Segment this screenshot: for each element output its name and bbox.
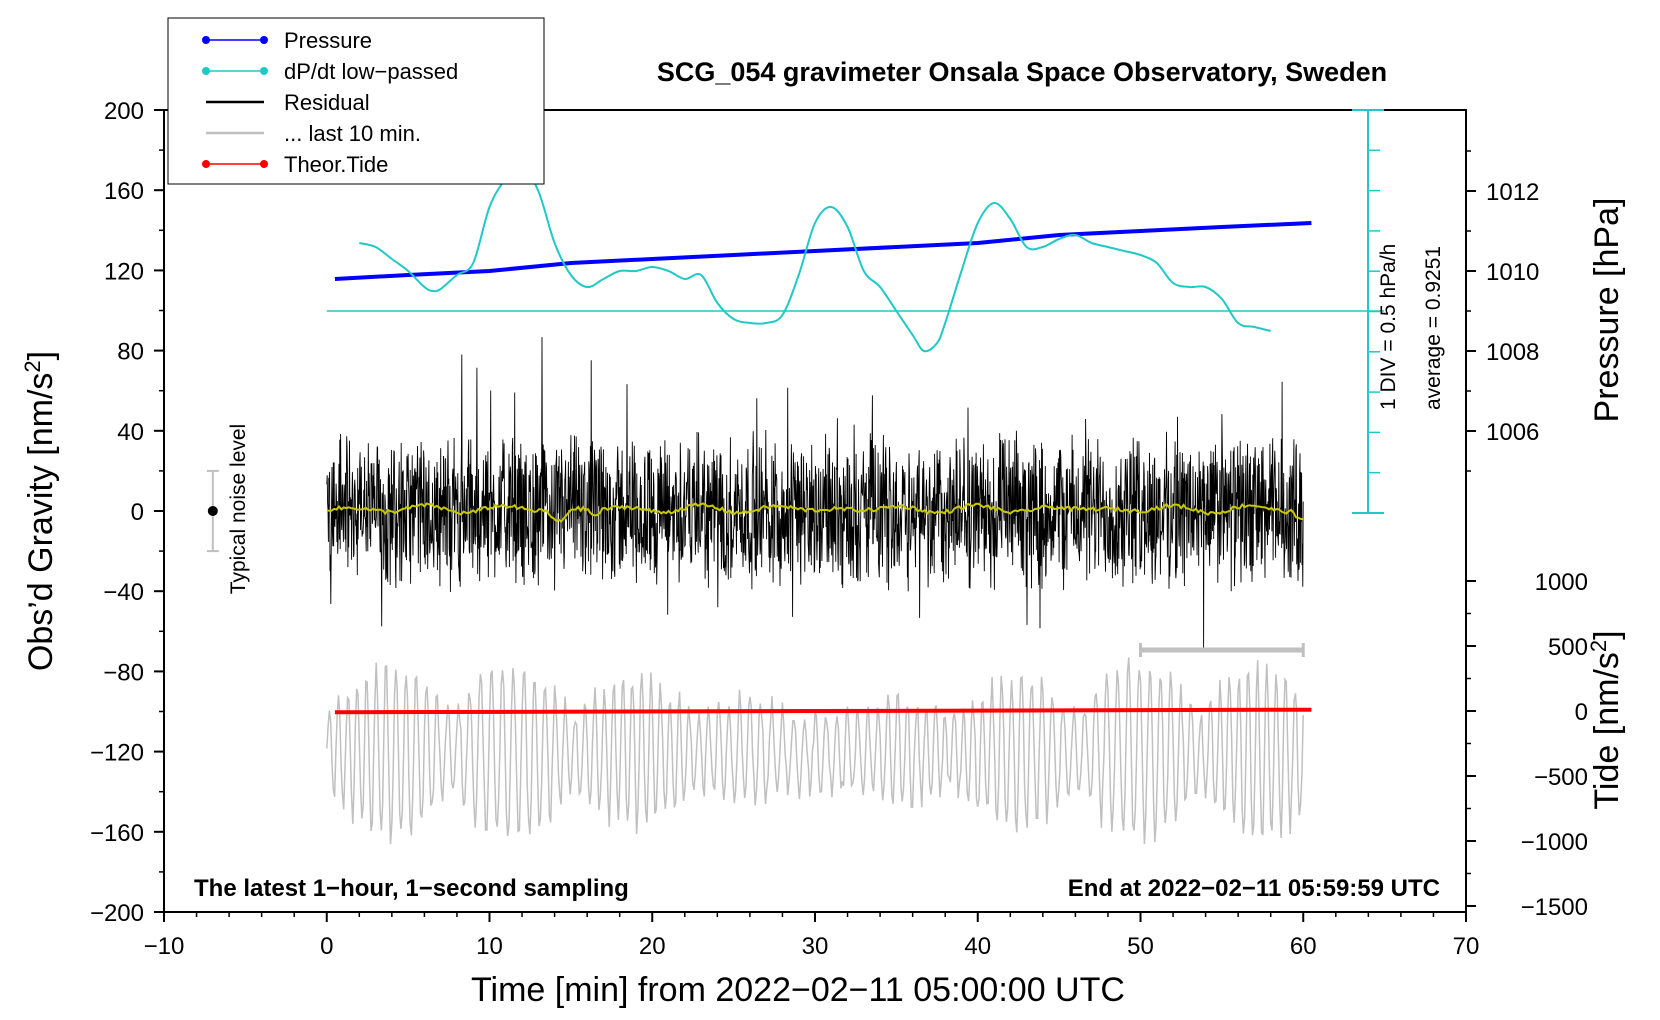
x-tick-label: 50: [1127, 933, 1154, 960]
x-tick-label: 0: [320, 933, 333, 960]
noise-level-label: Typical noise level: [227, 424, 250, 594]
series-layer: [206, 165, 1312, 845]
legend: Pressure dP/dt low−passed Residual ... last…: [167, 17, 545, 185]
legend-marker: [260, 36, 268, 44]
y-tick-label: 160: [104, 178, 144, 205]
legend-label: Pressure: [284, 28, 372, 53]
y-tick-label: 0: [131, 499, 144, 526]
legend-label: ... last 10 min.: [284, 121, 421, 146]
y-tick-label: 80: [117, 339, 144, 366]
tide-tick-label: 1000: [1535, 569, 1588, 596]
x-tick-label: 40: [964, 933, 991, 960]
x-tick-label: 10: [476, 933, 503, 960]
y-tick-label: −160: [90, 820, 144, 847]
y-axis-title-tide: Tide [nm/s2]: [1586, 630, 1626, 809]
legend-marker: [260, 67, 268, 75]
x-tick-label: −10: [144, 933, 185, 960]
noise-level-point: [207, 506, 218, 516]
x-tick-label: 30: [802, 933, 829, 960]
y-axis-title-gravity: Obs’d Gravity [nm/s2]: [20, 351, 60, 671]
y-tick-label: 40: [117, 419, 144, 446]
x-axis-title: Time [min] from 2022−02−11 05:00:00 UTC: [471, 971, 1125, 1009]
y-tick-label: 200: [104, 98, 144, 125]
chart-title: SCG_054 gravimeter Onsala Space Observat…: [657, 57, 1387, 87]
y-axis-title-pressure: Pressure [hPa]: [1588, 198, 1626, 423]
axis-ticks: −10 0 10 20 30 40 50 60 70 −200 −160 −120 −80 −40 0 40 8…: [90, 98, 1479, 960]
annotation-latest-hour: The latest 1−hour, 1−second sampling: [194, 875, 629, 902]
tide-tick-label: −500: [1534, 764, 1588, 791]
x-tick-label: 20: [639, 933, 666, 960]
pressure-tick-label: 1012: [1486, 179, 1539, 206]
annotation-end-time: End at 2022−02−11 05:59:59 UTC: [1068, 875, 1440, 902]
series-pressure: [334, 221, 1312, 281]
series-residual: [326, 337, 1304, 648]
y-tick-label: −120: [90, 740, 144, 767]
x-tick-label: 60: [1290, 933, 1317, 960]
legend-label: Residual: [284, 90, 370, 115]
right-axes: 1006 1008 1010 1012 −1500 −1000 −500 0 500 1000: [1466, 150, 1588, 921]
pressure-tick-label: 1006: [1486, 419, 1539, 446]
legend-marker: [202, 36, 210, 44]
x-tick-label: 70: [1453, 933, 1480, 960]
series-last-10-min: [326, 657, 1304, 845]
series-theor-tide: [334, 707, 1312, 715]
tide-tick-label: −1000: [1521, 829, 1588, 856]
legend-label: Theor.Tide: [284, 152, 388, 177]
y-tick-label: 120: [104, 258, 144, 285]
y-tick-label: −40: [103, 579, 144, 606]
legend-label: dP/dt low−passed: [284, 59, 458, 84]
y-tick-label: −200: [90, 900, 144, 927]
pressure-tick-label: 1008: [1486, 339, 1539, 366]
legend-marker: [202, 67, 210, 75]
dpdt-div-label: 1 DIV = 0.5 hPa/h: [1377, 244, 1400, 410]
tide-tick-label: 500: [1548, 634, 1588, 661]
legend-marker: [260, 160, 268, 168]
dpdt-scale: [326, 109, 1384, 514]
series-dpdt: [359, 165, 1271, 353]
tide-tick-label: 0: [1575, 699, 1588, 726]
legend-marker: [202, 160, 210, 168]
tide-tick-label: −1500: [1521, 894, 1588, 921]
pressure-tick-label: 1010: [1486, 259, 1539, 286]
series-residual-smoothed: [326, 502, 1304, 523]
y-tick-label: −80: [103, 659, 144, 686]
dpdt-average-label: average = 0.9251: [1422, 246, 1445, 410]
